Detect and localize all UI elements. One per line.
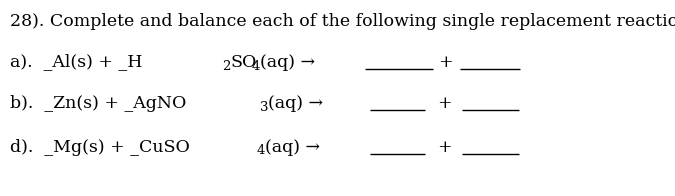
Text: (aq) →: (aq) → — [265, 139, 320, 155]
Text: 4: 4 — [252, 60, 261, 73]
Text: +: + — [438, 54, 453, 71]
Text: 4: 4 — [257, 144, 265, 158]
Text: d).  _Mg(s) + _CuSO: d). _Mg(s) + _CuSO — [10, 139, 190, 155]
Text: SO: SO — [230, 54, 256, 71]
Text: +: + — [437, 139, 452, 155]
Text: (aq) →: (aq) → — [260, 54, 315, 71]
Text: b).  _Zn(s) + _AgNO: b). _Zn(s) + _AgNO — [10, 94, 186, 112]
Text: a).  _Al(s) + _H: a). _Al(s) + _H — [10, 54, 142, 71]
Text: +: + — [437, 94, 452, 112]
Text: 3: 3 — [260, 101, 269, 113]
Text: 2: 2 — [222, 60, 230, 73]
Text: 28). Complete and balance each of the following single replacement reactions.: 28). Complete and balance each of the fo… — [10, 13, 675, 30]
Text: (aq) →: (aq) → — [268, 94, 323, 112]
